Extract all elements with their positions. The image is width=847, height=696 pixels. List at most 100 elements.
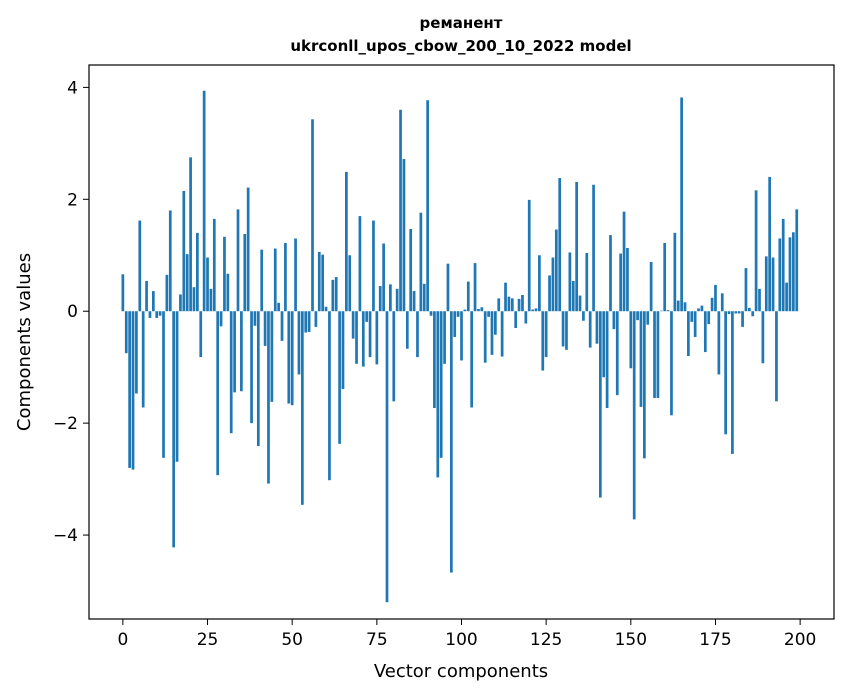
bar-153: [639, 311, 643, 407]
bar-197: [788, 237, 792, 312]
bar-143: [605, 311, 609, 409]
bar-44: [270, 311, 274, 402]
bar-115: [510, 298, 514, 312]
bar-148: [622, 211, 626, 312]
x-tick-label: 50: [281, 630, 303, 650]
bar-75: [375, 311, 379, 365]
bar-179: [727, 311, 731, 315]
bar-159: [659, 310, 663, 312]
x-tick-label: 175: [699, 630, 731, 650]
bar-164: [676, 300, 680, 312]
y-tick-label: −2: [53, 414, 78, 434]
bar-112: [500, 311, 504, 357]
bar-17: [179, 294, 182, 312]
bar-120: [527, 199, 531, 312]
bar-188: [758, 288, 761, 312]
bar-69: [355, 311, 358, 364]
bar-71: [361, 311, 365, 367]
bar-156: [649, 261, 653, 312]
bar-97: [449, 311, 453, 573]
bar-62: [331, 279, 335, 312]
bar-82: [399, 109, 402, 312]
bar-89: [422, 283, 426, 312]
bar-13: [165, 274, 169, 312]
y-tick-label: −4: [53, 526, 78, 546]
bar-25: [206, 257, 209, 312]
bar-35: [240, 311, 243, 392]
y-tick-label: 0: [67, 302, 78, 322]
bar-167: [687, 311, 690, 356]
bar-22: [196, 232, 199, 312]
bar-139: [592, 184, 595, 312]
bar-54: [304, 311, 308, 333]
bar-20: [189, 157, 192, 312]
bar-183: [741, 311, 744, 327]
y-axis-ticks: −4 −2 0 2 4: [53, 78, 89, 546]
bar-12: [162, 311, 165, 458]
bar-26: [209, 288, 213, 312]
x-tick-label: 125: [530, 630, 562, 650]
bar-83: [402, 159, 406, 312]
bar-32: [229, 311, 233, 434]
bar-103: [470, 311, 474, 408]
bar-48: [284, 242, 287, 312]
bar-64: [338, 311, 341, 444]
bar-1: [124, 311, 128, 354]
bar-122: [534, 308, 538, 312]
bar-189: [761, 311, 765, 364]
bar-85: [409, 228, 413, 312]
bar-0: [121, 274, 125, 312]
bar-68: [351, 311, 355, 339]
bar-176: [717, 311, 721, 375]
bar-132: [568, 252, 572, 312]
bar-149: [626, 247, 629, 312]
bar-186: [751, 311, 755, 317]
bar-100: [460, 311, 463, 361]
bar-66: [345, 171, 348, 312]
bar-52: [297, 311, 301, 375]
bar-193: [775, 311, 778, 402]
bar-57: [314, 311, 318, 327]
bar-70: [358, 216, 362, 312]
bar-160: [663, 242, 667, 312]
bar-11: [158, 311, 162, 316]
bar-41: [260, 249, 264, 312]
bar-173: [707, 311, 711, 325]
bar-51: [294, 238, 297, 312]
bar-119: [524, 311, 528, 324]
bar-171: [700, 305, 704, 312]
bar-130: [561, 311, 565, 347]
bar-140: [595, 311, 599, 344]
bar-138: [588, 311, 592, 348]
bars-group: [121, 90, 799, 603]
bar-134: [575, 181, 578, 312]
bar-38: [250, 311, 253, 424]
bar-50: [290, 311, 294, 406]
bar-108: [487, 311, 490, 317]
bar-16: [175, 311, 179, 462]
bar-129: [558, 178, 562, 312]
bar-90: [426, 100, 429, 312]
bar-63: [334, 277, 338, 312]
bar-105: [477, 308, 480, 312]
bar-184: [744, 268, 748, 312]
bar-77: [382, 243, 385, 312]
bar-174: [710, 297, 714, 312]
bar-4: [135, 311, 138, 394]
bar-39: [253, 311, 257, 326]
bar-196: [785, 282, 788, 312]
bar-6: [141, 311, 145, 408]
bar-125: [544, 311, 548, 358]
bar-121: [531, 309, 534, 312]
bar-78: [385, 311, 389, 603]
bar-185: [747, 307, 751, 312]
bar-165: [680, 97, 683, 312]
bar-3: [131, 311, 135, 470]
bar-155: [646, 311, 650, 325]
bar-28: [216, 311, 220, 476]
x-tick-label: 75: [366, 630, 388, 650]
bar-37: [246, 187, 250, 312]
bar-2: [128, 311, 131, 468]
bar-114: [507, 296, 511, 312]
bar-194: [778, 238, 782, 312]
